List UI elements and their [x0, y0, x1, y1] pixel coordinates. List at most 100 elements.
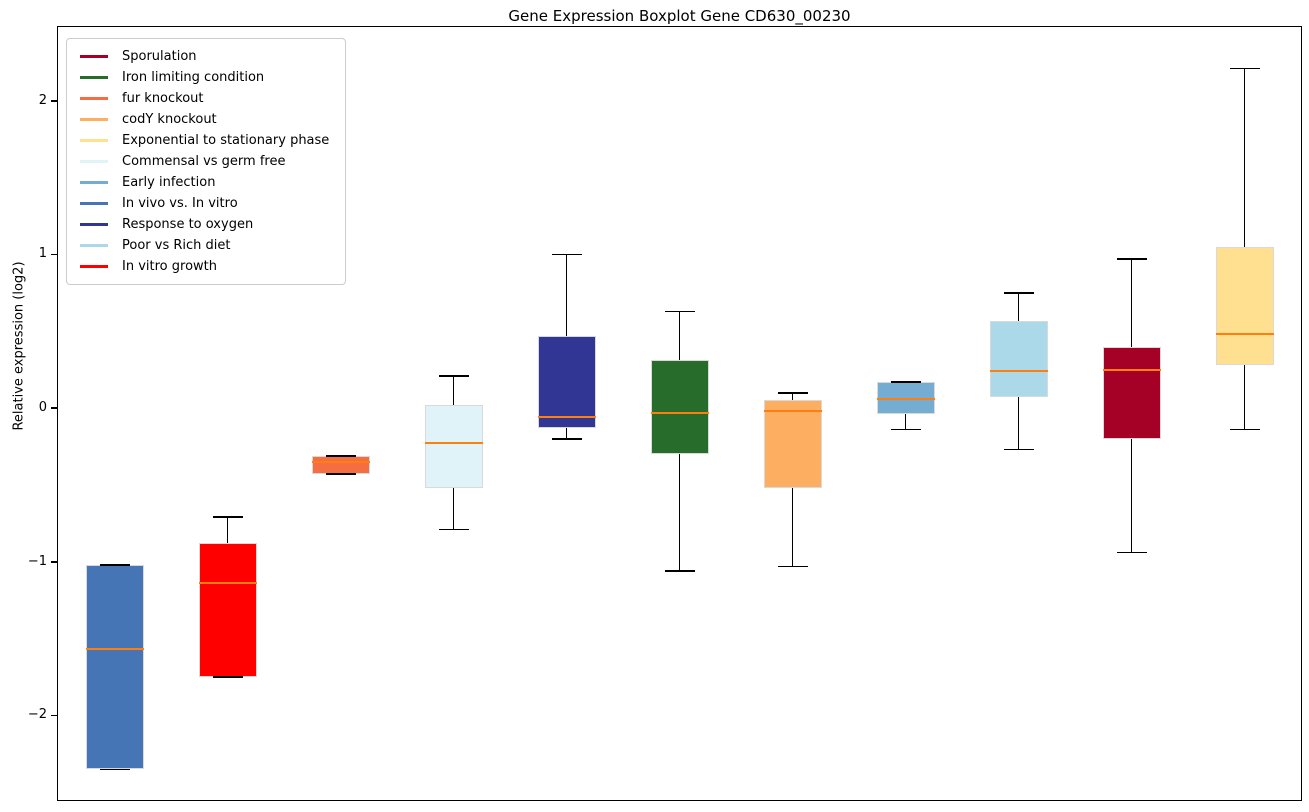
legend-item: In vitro growth	[74, 256, 335, 277]
y-tick-mark	[51, 253, 58, 256]
lower-whisker-cap	[664, 570, 695, 572]
legend-color-line	[80, 76, 108, 79]
legend-color-line	[80, 244, 108, 247]
legend-label: Poor vs Rich diet	[122, 238, 231, 253]
y-tick-label: 0	[38, 400, 47, 416]
box	[537, 335, 596, 429]
upper-whisker	[565, 254, 568, 336]
lower-whisker-cap	[890, 428, 921, 431]
lower-whisker-cap	[438, 528, 469, 531]
legend-label: Response to oxygen	[122, 217, 254, 232]
median-line	[424, 442, 483, 445]
y-axis-label: Relative expression (log2)	[11, 261, 27, 431]
box	[424, 405, 483, 489]
legend-color-line	[80, 223, 108, 226]
legend-color-line	[80, 265, 108, 268]
upper-whisker	[226, 517, 229, 544]
lower-whisker	[904, 414, 907, 430]
median-line	[763, 410, 822, 413]
lower-whisker	[678, 454, 681, 571]
median-line	[876, 397, 935, 400]
upper-whisker-cap	[1116, 258, 1147, 260]
median-line	[198, 582, 257, 585]
legend-color-line	[80, 181, 108, 184]
y-tick-label: −2	[27, 707, 47, 723]
box	[650, 360, 709, 455]
median-line	[650, 411, 709, 414]
legend-label: Early infection	[122, 175, 216, 190]
legend-label: fur knockout	[122, 91, 204, 106]
upper-whisker	[1017, 292, 1020, 321]
legend-item: In vivo vs. In vitro	[74, 193, 335, 214]
y-tick-label: 2	[38, 92, 47, 108]
upper-whisker-cap	[325, 455, 356, 457]
upper-whisker-cap	[1003, 292, 1034, 294]
lower-whisker-cap	[325, 473, 356, 475]
legend-item: Poor vs Rich diet	[74, 235, 335, 256]
upper-whisker-cap	[212, 516, 243, 518]
lower-whisker-cap	[212, 676, 243, 678]
lower-whisker	[565, 428, 568, 439]
legend-label: In vivo vs. In vitro	[122, 196, 238, 211]
lower-whisker	[1017, 397, 1020, 450]
upper-whisker-cap	[438, 375, 469, 377]
y-tick-mark	[51, 407, 58, 409]
legend-color-line	[80, 97, 108, 100]
lower-whisker-cap	[1003, 448, 1034, 451]
box	[198, 543, 257, 678]
legend-label: In vitro growth	[122, 259, 217, 274]
upper-whisker	[791, 392, 794, 401]
upper-whisker	[678, 311, 681, 361]
median-line	[311, 460, 370, 463]
median-line	[1215, 333, 1274, 336]
legend-item: Response to oxygen	[74, 214, 335, 235]
legend-color-line	[80, 118, 108, 121]
y-tick-label: 1	[38, 246, 47, 262]
upper-whisker	[1130, 259, 1133, 347]
legend-item: Exponential to stationary phase	[74, 130, 335, 151]
upper-whisker-cap	[664, 310, 695, 313]
legend-item: codY knockout	[74, 109, 335, 130]
legend-label: Exponential to stationary phase	[122, 133, 330, 148]
legend-item: Early infection	[74, 172, 335, 193]
legend-color-line	[80, 55, 108, 58]
lower-whisker	[1130, 438, 1133, 553]
median-line	[989, 370, 1048, 373]
y-tick-mark	[51, 561, 58, 563]
upper-whisker-cap	[777, 392, 808, 394]
lower-whisker-cap	[1229, 428, 1260, 431]
legend-label: Sporulation	[122, 49, 197, 64]
lower-whisker	[791, 488, 794, 567]
box	[763, 400, 822, 489]
legend-color-line	[80, 202, 108, 205]
lower-whisker-cap	[99, 768, 130, 770]
upper-whisker-cap	[551, 253, 582, 256]
lower-whisker	[1243, 365, 1246, 430]
legend-color-line	[80, 160, 108, 163]
legend-label: Commensal vs germ free	[122, 154, 286, 169]
legend-color-line	[80, 139, 108, 142]
legend-item: Iron limiting condition	[74, 67, 335, 88]
lower-whisker-cap	[551, 438, 582, 440]
lower-whisker	[452, 488, 455, 530]
y-tick-mark	[51, 100, 58, 102]
box	[1215, 246, 1274, 366]
upper-whisker-cap	[1229, 67, 1260, 70]
median-line	[1102, 368, 1161, 371]
legend-item: fur knockout	[74, 88, 335, 109]
box	[1102, 346, 1161, 439]
legend-label: codY knockout	[122, 112, 217, 127]
legend-label: Iron limiting condition	[122, 70, 265, 85]
lower-whisker-cap	[777, 565, 808, 568]
upper-whisker	[452, 375, 455, 406]
y-tick-label: −1	[27, 553, 47, 569]
lower-whisker-cap	[1116, 551, 1147, 554]
legend: Sporulation Iron limiting condition fur kn…	[66, 38, 346, 285]
box	[989, 320, 1048, 398]
chart-title: Gene Expression Boxplot Gene CD630_00230	[508, 7, 851, 25]
legend-item: Commensal vs germ free	[74, 151, 335, 172]
y-tick-mark	[51, 714, 58, 717]
upper-whisker-cap	[99, 564, 130, 566]
upper-whisker	[1243, 68, 1246, 247]
